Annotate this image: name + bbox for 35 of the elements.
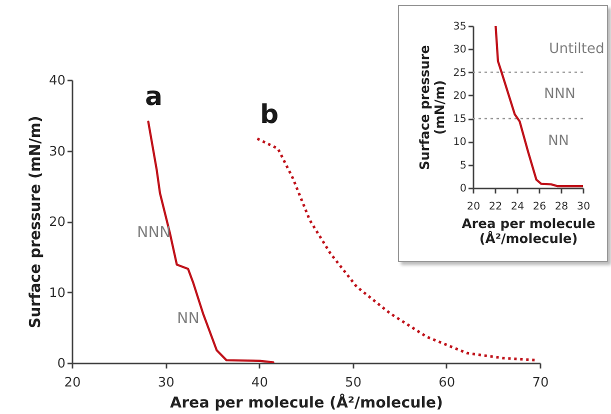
- x-tick-label: 22: [488, 200, 502, 212]
- y-tick-label: 5: [460, 159, 466, 172]
- annotation: NNN: [544, 86, 576, 102]
- x-tick-label: 50: [345, 376, 362, 390]
- annotation: Untilted: [549, 41, 604, 57]
- x-tick-label: 40: [251, 376, 268, 390]
- y-axis-title: Surface pressure (mN/m): [26, 116, 44, 328]
- x-tick-label: 30: [158, 376, 174, 390]
- x-axis-title: Area per molecule (Å²/molecule): [170, 394, 443, 412]
- annotation: NN: [548, 133, 569, 149]
- y-tick-label: 10: [453, 136, 466, 148]
- annotation: NN: [177, 309, 200, 327]
- x-tick-label: 20: [64, 376, 81, 390]
- annotation: b: [260, 100, 279, 130]
- y-tick-label: 15: [453, 113, 466, 126]
- x-tick-label: 28: [554, 200, 568, 212]
- y-tick-label: 30: [48, 144, 66, 160]
- y-tick-label: 10: [48, 286, 66, 301]
- y-tick-label: 20: [48, 215, 66, 230]
- x-tick-label: 26: [532, 200, 546, 212]
- y-tick-label: 25: [453, 66, 466, 79]
- y-tick-label: 35: [453, 20, 466, 32]
- x-axis-title: Area per molecule (Å²/molecule): [462, 217, 596, 247]
- x-tick-label: 24: [510, 200, 524, 212]
- annotation: a: [145, 82, 163, 112]
- y-tick-label: 20: [453, 90, 466, 102]
- x-tick-label: 70: [532, 376, 549, 390]
- y-tick-label: 40: [48, 74, 66, 88]
- y-tick-label: 0: [460, 182, 466, 194]
- annotation: NNN: [137, 223, 171, 241]
- y-tick-label: 30: [453, 44, 466, 56]
- x-tick-label: 30: [576, 200, 590, 212]
- y-axis-title: Surface pressure (mN/m): [418, 44, 448, 170]
- x-tick-label: 60: [438, 376, 456, 390]
- y-tick-label: 0: [57, 356, 66, 372]
